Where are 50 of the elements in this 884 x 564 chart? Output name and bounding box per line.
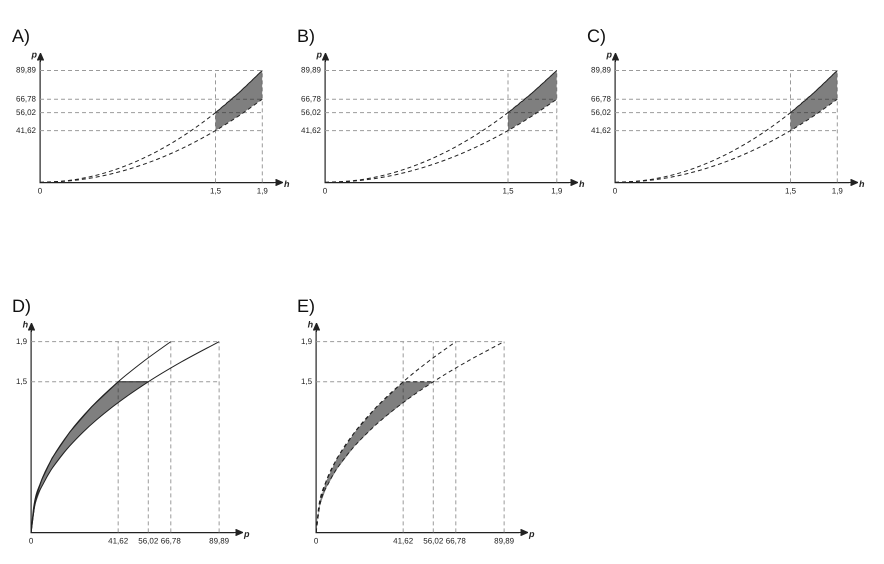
x-tick-label: 0 — [322, 186, 328, 196]
y-tick-label: 41,62 — [300, 126, 322, 135]
y-axis-title: p — [606, 50, 613, 60]
x-tick-label: 1,9 — [551, 186, 563, 196]
x-axis-title: h — [284, 178, 290, 189]
y-tick-label: 41,62 — [16, 126, 37, 135]
x-tick-label: 56,02 — [423, 536, 444, 546]
chart-title: C) — [587, 26, 606, 46]
x-axis-title: p — [528, 528, 535, 539]
x-tick-label: 56,02 — [138, 536, 159, 546]
x-tick-label: 41,62 — [108, 536, 129, 546]
y-tick-label: 66,78 — [590, 94, 612, 104]
y-tick-label: 1,9 — [16, 336, 28, 346]
y-axis-title: p — [316, 50, 323, 60]
y-tick-label: 56,02 — [16, 108, 37, 117]
x-tick-label: 0 — [314, 536, 319, 546]
x-tick-label: 1,5 — [502, 186, 514, 196]
y-tick-label: 66,78 — [16, 94, 37, 104]
y-tick-label: 1,9 — [300, 336, 313, 346]
y-tick-label: 56,02 — [590, 108, 612, 117]
y-tick-label: 89,89 — [300, 66, 322, 75]
x-tick-label: 89,89 — [494, 536, 515, 546]
x-tick-label: 1,9 — [832, 186, 844, 196]
y-tick-label: 89,89 — [16, 66, 37, 75]
y-tick-label: 1,5 — [300, 377, 313, 386]
x-tick-label: 89,89 — [209, 536, 230, 546]
y-axis-title: p — [30, 50, 38, 60]
x-axis-title: p — [243, 528, 250, 539]
x-tick-label: 66,78 — [446, 536, 466, 546]
x-axis-title: h — [859, 178, 865, 189]
x-tick-label: 1,9 — [256, 186, 268, 196]
chart-title: E) — [297, 296, 315, 316]
y-tick-label: 56,02 — [300, 108, 322, 117]
chart-title: D) — [12, 296, 31, 316]
y-tick-label: 1,5 — [16, 377, 28, 386]
x-tick-label: 0 — [28, 536, 34, 546]
x-axis-title: h — [579, 178, 585, 189]
x-tick-label: 1,5 — [210, 186, 222, 196]
x-tick-label: 0 — [38, 186, 43, 196]
y-tick-label: 89,89 — [590, 66, 612, 75]
y-axis-title: h — [22, 320, 29, 330]
x-tick-label: 0 — [612, 186, 618, 196]
y-tick-label: 41,62 — [590, 126, 612, 135]
x-tick-label: 41,62 — [393, 536, 414, 546]
chart-title: B) — [297, 26, 315, 46]
chart-title: A) — [12, 26, 30, 46]
x-tick-label: 1,5 — [784, 186, 797, 196]
x-tick-label: 66,78 — [160, 536, 182, 546]
y-axis-title: h — [308, 320, 314, 330]
y-tick-label: 66,78 — [300, 94, 322, 104]
